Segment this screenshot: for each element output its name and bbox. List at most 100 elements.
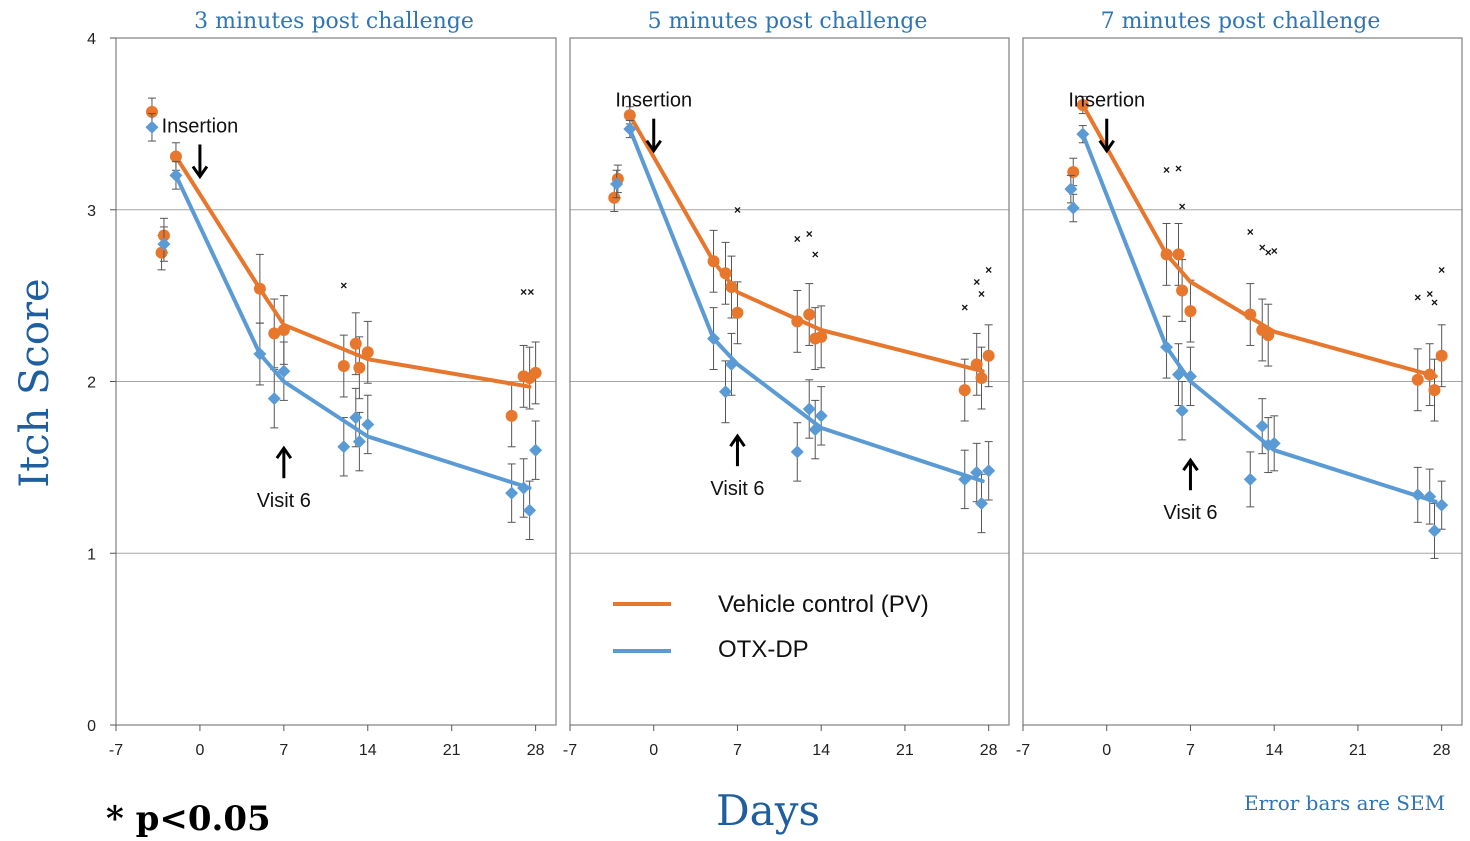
data-point	[803, 308, 816, 321]
data-point	[145, 120, 159, 134]
significance-marker: ×	[1426, 287, 1433, 301]
legend-label-vehicle: Vehicle control (PV)	[718, 591, 929, 618]
data-point	[529, 443, 543, 457]
panel-title: 3 minutes post challenge	[194, 9, 474, 34]
plot-frame	[1022, 37, 1463, 726]
series-vehicle	[608, 106, 995, 422]
data-point	[808, 423, 822, 437]
trend-line	[627, 113, 985, 374]
data-point	[1243, 472, 1257, 486]
x-tick-label: -7	[1016, 742, 1030, 759]
data-point	[337, 440, 351, 454]
data-point	[1184, 305, 1197, 318]
x-tick-label: 0	[1102, 742, 1111, 759]
data-point	[1262, 329, 1275, 342]
data-point	[1435, 498, 1449, 512]
data-point	[1160, 248, 1173, 261]
x-tick-label: 21	[443, 742, 461, 759]
data-point	[523, 503, 537, 517]
arrow-up-icon	[729, 433, 746, 467]
significance-marker: ×	[1175, 162, 1182, 176]
significance-marker: ×	[1259, 241, 1266, 255]
x-tick-label: 21	[1349, 742, 1367, 759]
data-point	[1076, 127, 1090, 141]
data-point	[791, 315, 804, 328]
arrow-down-icon	[191, 144, 209, 180]
annotation-visit-6: Visit 6	[1163, 502, 1217, 524]
data-point	[517, 481, 531, 495]
series-vehicle	[1067, 95, 1448, 422]
trend-line	[173, 154, 532, 389]
data-point	[1160, 340, 1174, 354]
data-point	[277, 364, 291, 378]
data-point	[337, 360, 350, 373]
y-axis-title: Itch Score	[12, 278, 58, 487]
significance-marker: ×	[1438, 263, 1445, 277]
error-bar-note: Error bars are SEM	[1244, 791, 1445, 815]
data-point	[1411, 373, 1424, 386]
significance-marker: ×	[1431, 295, 1438, 309]
arrow-up-icon	[275, 445, 293, 479]
legend: Vehicle control (PV) OTX-DP	[613, 591, 929, 663]
series-otx	[1064, 125, 1449, 559]
data-point	[352, 435, 366, 449]
data-point	[1175, 404, 1189, 418]
data-point	[970, 466, 984, 480]
significance-marker: ×	[527, 285, 534, 299]
data-point	[1428, 384, 1441, 397]
data-point	[731, 306, 744, 319]
x-tick-label: 0	[195, 742, 204, 759]
x-tick-label: -7	[563, 742, 577, 759]
data-point	[505, 409, 518, 422]
significance-footnote: * p<0.05	[106, 799, 271, 839]
x-tick-label: 28	[527, 742, 545, 759]
significance-marker: ×	[1265, 246, 1272, 260]
data-point	[1411, 488, 1425, 502]
data-point	[1066, 201, 1080, 215]
annotation-insertion: Insertion	[615, 90, 692, 112]
arrow-down-icon	[645, 118, 662, 154]
y-tick-label: 3	[87, 203, 96, 220]
data-point	[267, 392, 281, 406]
data-point	[1244, 308, 1257, 321]
data-point	[719, 385, 733, 399]
data-point	[974, 496, 988, 510]
data-point	[814, 409, 828, 423]
data-point	[1423, 490, 1437, 504]
data-point	[958, 472, 972, 486]
y-tick-label: 4	[87, 31, 96, 48]
data-point	[361, 417, 375, 431]
data-point	[1076, 98, 1089, 111]
significance-marker: ×	[1271, 244, 1278, 258]
significance-marker: ×	[734, 203, 741, 217]
x-tick-label: 14	[812, 742, 830, 759]
data-point	[1427, 524, 1441, 538]
x-tick-label: 28	[980, 742, 998, 759]
significance-marker: ×	[806, 227, 813, 241]
legend-label-otx: OTX-DP	[718, 636, 809, 663]
y-tick-label: 1	[87, 546, 96, 563]
series-otx	[145, 113, 543, 541]
annotation-insertion: Insertion	[1068, 90, 1145, 112]
panel-title: 5 minutes post challenge	[648, 9, 928, 34]
significance-marker: ×	[1163, 163, 1170, 177]
significance-marker: ×	[1179, 199, 1186, 213]
data-point	[169, 168, 183, 182]
data-point	[505, 486, 519, 500]
series-vehicle	[145, 97, 542, 448]
data-point	[623, 109, 636, 122]
x-tick-label: -7	[109, 742, 123, 759]
x-axis-title: Days	[716, 786, 820, 835]
data-point	[719, 267, 732, 280]
data-point	[623, 122, 637, 136]
series-otx	[610, 119, 996, 534]
data-point	[145, 105, 158, 118]
x-tick-label: 14	[1265, 742, 1283, 759]
data-point	[970, 358, 983, 371]
data-point	[725, 281, 738, 294]
significance-marker: ×	[812, 247, 819, 261]
data-point	[1435, 349, 1448, 362]
data-point	[1067, 165, 1080, 178]
annotation-visit-6: Visit 6	[257, 490, 311, 512]
